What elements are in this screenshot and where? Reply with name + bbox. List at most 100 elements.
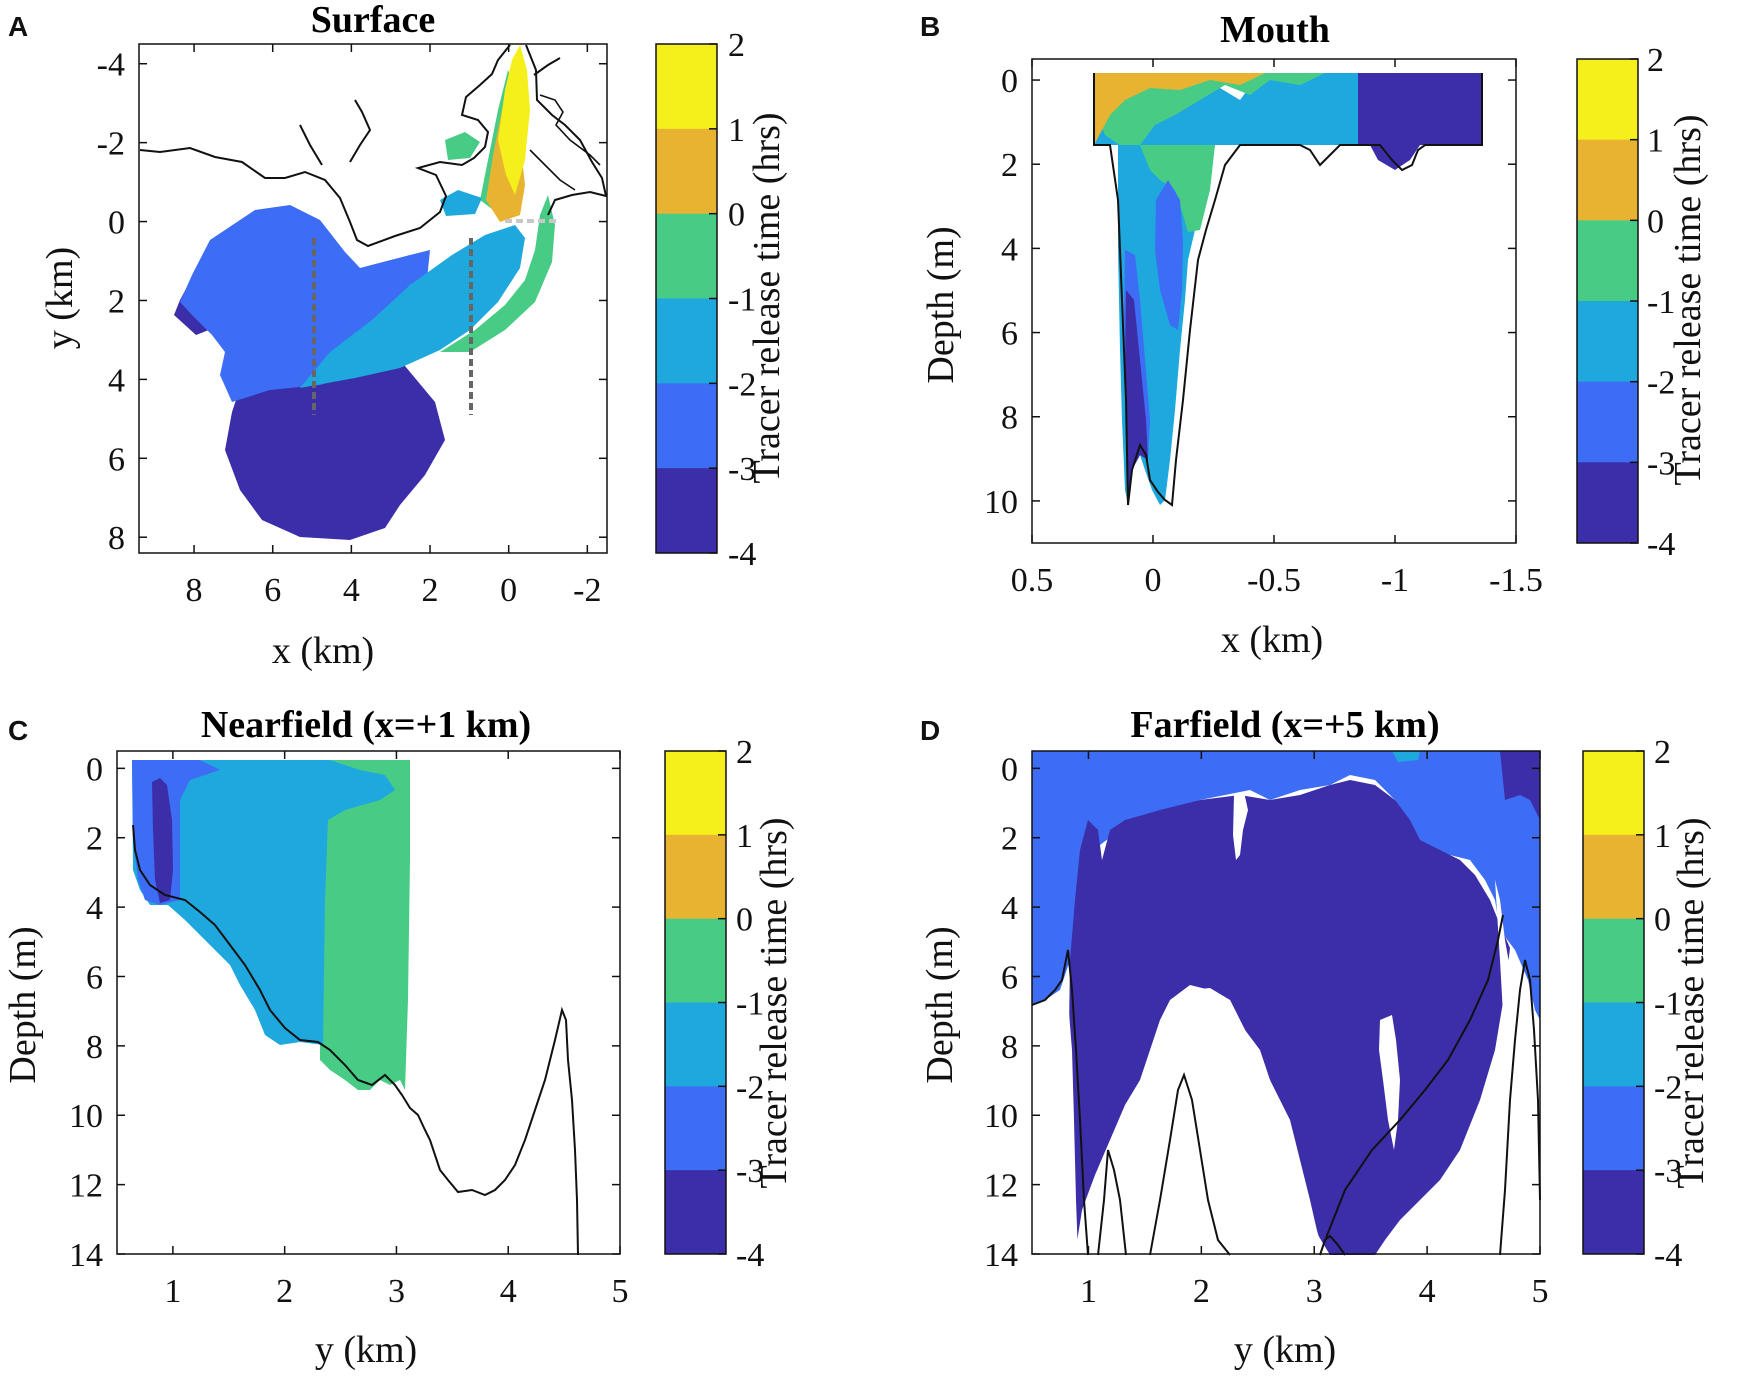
- near-dark: [152, 778, 173, 903]
- x-tick-label: -2: [573, 572, 601, 609]
- y-tick-label: 2: [86, 821, 103, 858]
- x-tick-label: 4: [500, 1273, 517, 1310]
- x-tick-label: 4: [1419, 1273, 1436, 1310]
- x-tick-label: 5: [1532, 1273, 1549, 1310]
- plume-light-tongue: [300, 225, 525, 388]
- x-tick-label: 2: [1193, 1273, 1210, 1310]
- panel-c-section: [132, 760, 579, 1256]
- colorbar-tick-label: -1: [1654, 986, 1682, 1023]
- colorbar-segment: [1577, 220, 1638, 302]
- colorbar-tick-label: 1: [1647, 123, 1664, 160]
- colorbar-segment: [656, 44, 717, 130]
- colorbar-segment: [1583, 834, 1644, 920]
- near-bathymetry: [132, 824, 579, 1256]
- colorbar-tick-label: 0: [736, 902, 753, 939]
- near-cyan: [132, 760, 395, 1045]
- colorbar-tick-label: -3: [736, 1153, 764, 1190]
- mouth-green: [1094, 73, 1325, 145]
- far-dark-right-corner: [1500, 751, 1540, 820]
- estuary-yellow: [498, 45, 530, 195]
- y-tick-label: 6: [86, 959, 103, 996]
- colorbar-segment: [665, 834, 726, 920]
- x-tick-label: 1: [164, 1273, 181, 1310]
- colorbar-tick-label: -2: [1647, 365, 1675, 402]
- colorbar-segment: [1577, 59, 1638, 141]
- y-tick-label: 2: [1001, 147, 1018, 184]
- colorbar-segment: [665, 1170, 726, 1255]
- panel-label-b: B: [920, 11, 940, 42]
- colorbar-segment: [665, 918, 726, 1003]
- mouth-blue-core: [1155, 180, 1183, 330]
- colorbar-label: Tracer release time (hrs): [1670, 817, 1712, 1188]
- x-tick-label: 2: [422, 572, 439, 609]
- colorbar-tick-label: -2: [1654, 1069, 1682, 1106]
- panel-b-title: Mouth: [1220, 9, 1330, 51]
- colorbar-segment: [1577, 381, 1638, 463]
- x-tick-label: 2: [276, 1273, 293, 1310]
- y-tick-label: 4: [1001, 890, 1018, 927]
- colorbar-tick-label: -3: [1654, 1153, 1682, 1190]
- far-blue-bg: [1032, 751, 1540, 1020]
- panel-c-title: Nearfield (x=+1 km): [201, 704, 531, 746]
- mouth-bathymetry: [1093, 73, 1483, 507]
- far-dark-main: [1068, 780, 1510, 1255]
- far-white-blob-2: [1379, 1015, 1400, 1150]
- panel-c-xlabel: y (km): [315, 1329, 417, 1371]
- panel-a-colorbar: 2 1 0 -1 -2 -3 -4 Tracer release time (hrs): [655, 27, 788, 573]
- y-tick-label: 12: [69, 1168, 103, 1205]
- coastline: [139, 44, 511, 248]
- y-tick-label: 12: [984, 1168, 1018, 1205]
- colorbar-segment: [665, 1086, 726, 1171]
- mouth-dark-core: [1125, 290, 1148, 505]
- x-tick-label: 0: [1145, 562, 1162, 599]
- colorbar-segment: [656, 468, 717, 554]
- panel-b-colorbar: 2 1 0 -1 -2 -3 -4 Tracer release time (hrs): [1576, 42, 1709, 563]
- y-tick-label: 2: [1001, 821, 1018, 858]
- panel-c-colorbar: 2 1 0 -1 -2 -3 -4 Tracer release time (hrs): [664, 734, 795, 1274]
- river-3: [533, 57, 561, 76]
- y-tick-label: 10: [69, 1098, 103, 1135]
- y-tick-label: 8: [1001, 400, 1018, 437]
- panel-b-ticks: 0.5 0 -0.5 -1 -1.5 0 2 4 6 8 10: [984, 59, 1543, 599]
- colorbar-segment: [1583, 751, 1644, 836]
- mouth-orange: [1094, 73, 1265, 145]
- panel-c-ylabel: Depth (m): [2, 926, 44, 1083]
- y-tick-label: 4: [1001, 231, 1018, 268]
- y-tick-label: 0: [1001, 63, 1018, 100]
- x-tick-label: 1: [1080, 1273, 1097, 1310]
- panel-d-section: [1031, 751, 1541, 1256]
- colorbar-tick-label: 2: [1647, 42, 1664, 79]
- y-tick-label: 8: [1001, 1029, 1018, 1066]
- y-tick-label: -2: [97, 126, 125, 163]
- x-tick-label: 4: [343, 572, 360, 609]
- panel-a-xlabel: x (km): [272, 630, 374, 672]
- colorbar-tick-label: 0: [728, 197, 745, 234]
- colorbar-tick-label: 1: [736, 818, 753, 855]
- y-tick-label: 6: [1001, 959, 1018, 996]
- x-tick-label: 3: [1306, 1273, 1323, 1310]
- mouth-dark-right: [1358, 73, 1482, 170]
- x-tick-label: -1: [1381, 562, 1409, 599]
- x-tick-label: 6: [264, 572, 281, 609]
- x-tick-label: 3: [388, 1273, 405, 1310]
- x-tick-label: -1.5: [1489, 562, 1543, 599]
- colorbar-tick-label: -4: [1647, 526, 1675, 563]
- panel-a-title: Surface: [311, 0, 436, 41]
- y-tick-label: -4: [97, 47, 125, 84]
- y-tick-label: 14: [984, 1237, 1018, 1274]
- colorbar-segment: [656, 128, 717, 215]
- y-tick-label: 14: [69, 1237, 103, 1274]
- colorbar-tick-label: 2: [728, 27, 745, 64]
- colorbar-segment: [665, 751, 726, 836]
- colorbar-label: Tracer release time (hrs): [1667, 114, 1709, 485]
- colorbar-tick-label: -3: [728, 451, 756, 488]
- far-white-left-gap: [1032, 990, 1078, 1255]
- river-1: [349, 99, 372, 163]
- colorbar-tick-label: 2: [1654, 734, 1671, 771]
- channel-network: [529, 94, 601, 191]
- colorbar-tick-label: -4: [1654, 1237, 1682, 1274]
- y-tick-label: 0: [108, 205, 125, 242]
